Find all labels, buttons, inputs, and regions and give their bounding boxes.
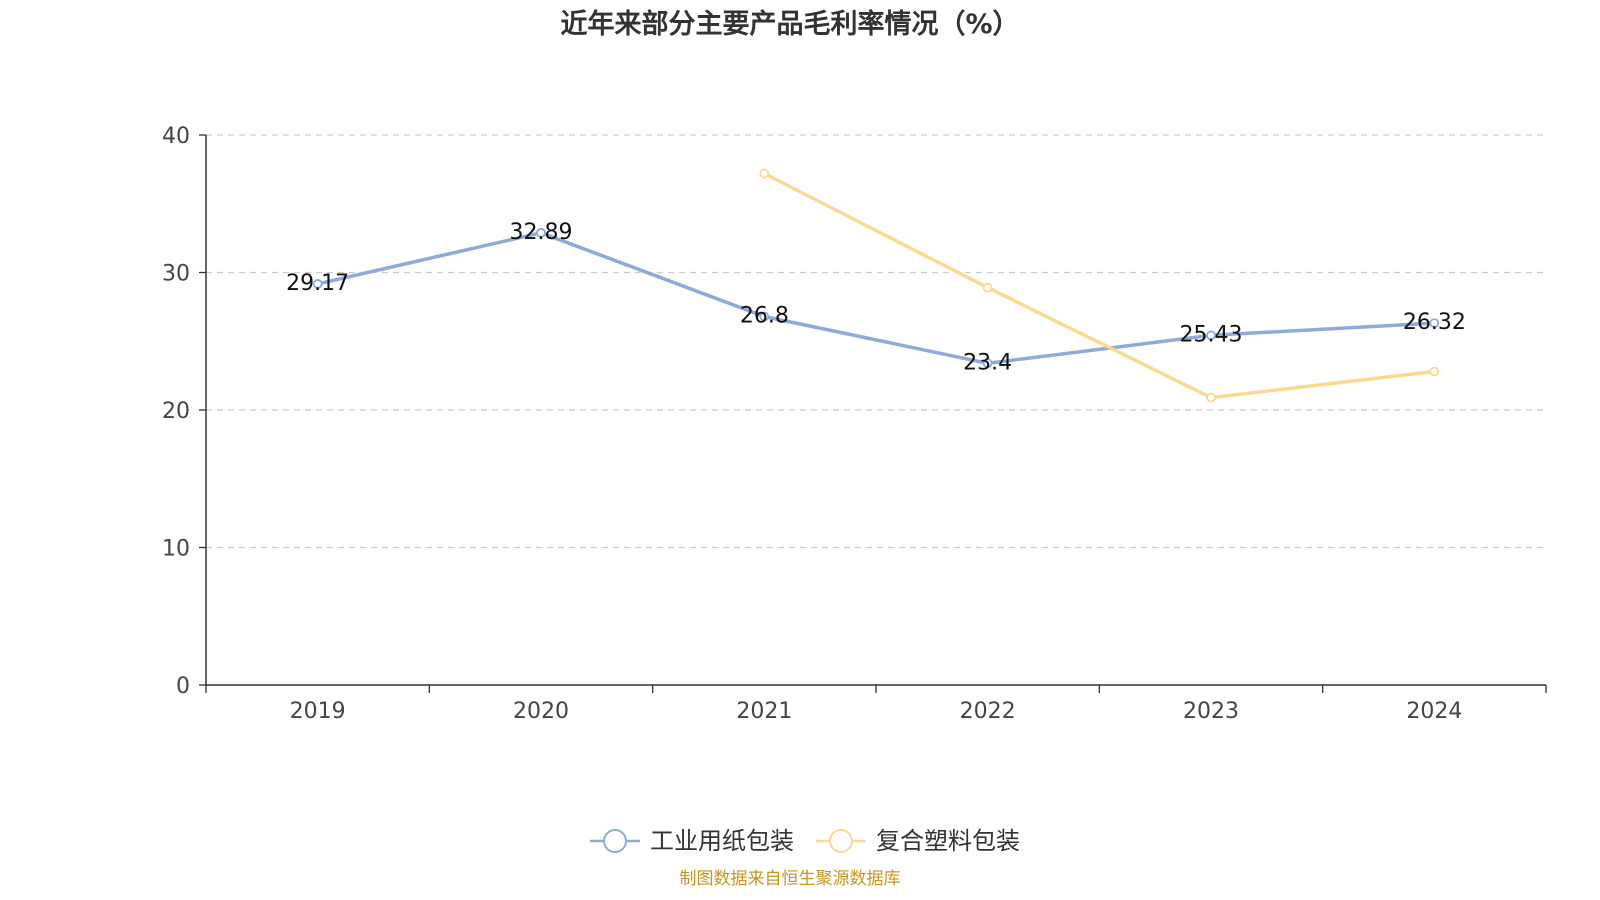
data-point[interactable] bbox=[312, 279, 323, 289]
x-tick-label: 2021 bbox=[736, 699, 792, 724]
data-label: 25.43 bbox=[1180, 322, 1243, 347]
legend-label: 复合塑料包装 bbox=[876, 827, 1020, 855]
data-point[interactable] bbox=[759, 311, 770, 322]
x-tick-label: 2019 bbox=[290, 699, 346, 724]
data-point[interactable] bbox=[982, 282, 993, 293]
y-tick-label: 20 bbox=[162, 399, 190, 424]
y-tick-label: 10 bbox=[162, 537, 190, 562]
data-point[interactable] bbox=[1206, 330, 1216, 341]
series-line-1 bbox=[317, 231, 1435, 366]
data-labels: 29.17 32.89 26.8 23.4 25.43 26.32 bbox=[286, 220, 1466, 375]
x-tick-label: 2024 bbox=[1406, 699, 1462, 724]
data-point[interactable] bbox=[759, 168, 770, 179]
data-label: 26.32 bbox=[1403, 310, 1466, 335]
x-tick-label: 2020 bbox=[513, 699, 569, 724]
data-point[interactable] bbox=[1429, 318, 1440, 329]
series-line-2 bbox=[763, 171, 1435, 400]
y-tick-label: 40 bbox=[162, 124, 190, 149]
source-note: 制图数据来自恒生聚源数据库 bbox=[680, 869, 901, 889]
legend-marker bbox=[603, 829, 627, 853]
legend-marker bbox=[829, 829, 853, 853]
y-tick-label: 0 bbox=[176, 674, 190, 699]
data-point[interactable] bbox=[982, 358, 993, 369]
chart-title: 近年来部分主要产品毛利率情况（%） bbox=[560, 8, 1019, 40]
data-point[interactable] bbox=[1206, 392, 1216, 403]
data-label: 32.89 bbox=[510, 220, 573, 245]
grid-lines bbox=[206, 134, 1546, 549]
legend-item-2[interactable]: 复合塑料包装 bbox=[816, 827, 1020, 855]
legend-label: 工业用纸包装 bbox=[650, 827, 794, 855]
data-label: 26.8 bbox=[740, 304, 789, 329]
legend[interactable]: 工业用纸包装 复合塑料包装 bbox=[590, 827, 1020, 855]
series-lines bbox=[312, 168, 1440, 403]
data-label: 29.17 bbox=[286, 271, 349, 296]
x-tick-label: 2023 bbox=[1183, 699, 1239, 724]
axes: 0 10 20 30 40 2019 2020 2021 2022 2023 2024 bbox=[162, 124, 1547, 724]
data-label: 23.4 bbox=[963, 350, 1012, 375]
data-point[interactable] bbox=[1429, 366, 1440, 377]
legend-item-1[interactable]: 工业用纸包装 bbox=[590, 827, 794, 855]
x-tick-label: 2022 bbox=[960, 699, 1016, 724]
y-tick-label: 30 bbox=[162, 262, 190, 287]
data-point[interactable] bbox=[536, 227, 546, 238]
